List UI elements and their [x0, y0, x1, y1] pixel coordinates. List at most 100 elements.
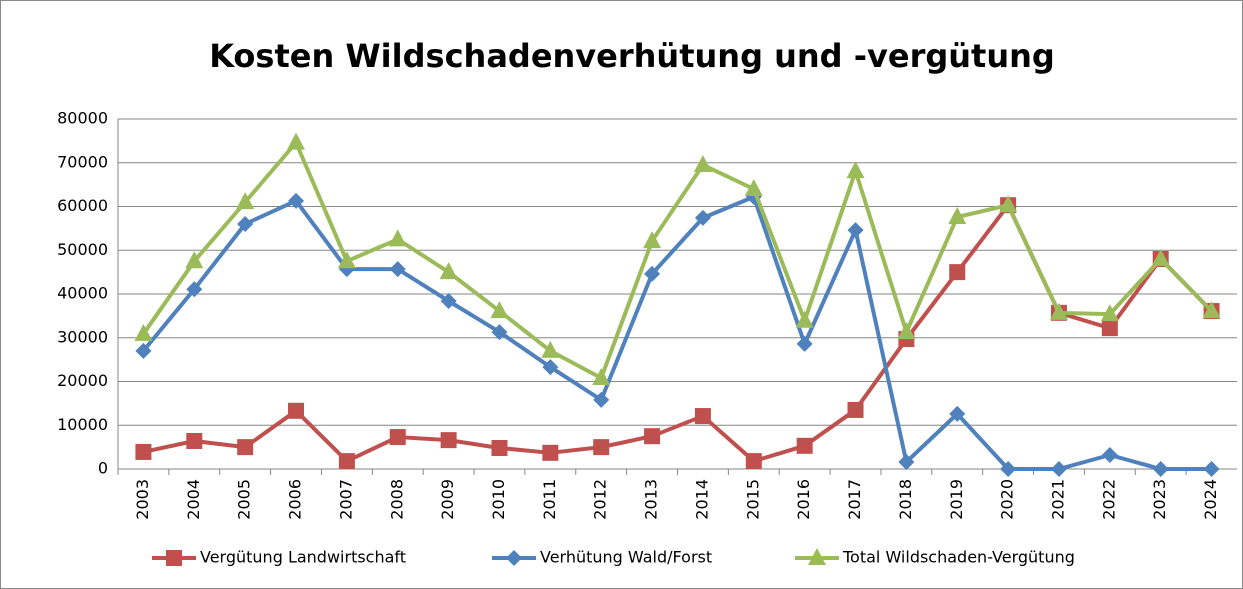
y-tick-label: 50000 — [57, 240, 108, 259]
x-tick-label: 2015 — [743, 479, 762, 520]
marker — [337, 251, 356, 269]
marker — [1203, 461, 1220, 477]
marker — [949, 264, 966, 281]
marker — [593, 439, 610, 456]
marker — [389, 261, 406, 278]
marker — [949, 405, 966, 422]
chart-title: Kosten Wildschadenverhütung und -vergütu… — [209, 37, 1055, 75]
y-tick-label: 80000 — [57, 109, 108, 128]
marker — [897, 322, 916, 340]
marker — [186, 433, 203, 449]
marker — [166, 550, 182, 566]
x-tick-label: 2011 — [540, 479, 559, 520]
x-tick-label: 2024 — [1201, 479, 1220, 520]
marker — [796, 437, 813, 454]
marker — [644, 428, 661, 445]
marker — [847, 401, 864, 418]
legend-label: Vergütung Landwirtschaft — [200, 548, 406, 567]
marker — [693, 154, 712, 172]
marker — [846, 161, 865, 179]
marker — [541, 340, 560, 358]
x-tick-label: 2010 — [489, 479, 508, 520]
marker — [644, 265, 661, 282]
y-tick-label: 30000 — [57, 327, 108, 346]
marker — [694, 209, 711, 226]
marker — [491, 440, 508, 456]
marker — [1151, 249, 1170, 266]
x-tick-label: 2005 — [235, 479, 254, 520]
marker — [506, 550, 522, 566]
marker — [236, 192, 255, 210]
y-tick-label: 60000 — [57, 196, 108, 215]
legend-label: Total Wildschaden-Vergütung — [842, 548, 1075, 567]
x-tick-label: 2008 — [387, 479, 406, 520]
marker — [745, 453, 762, 470]
x-tick-label: 2009 — [438, 479, 457, 520]
series-line — [141, 140, 1213, 380]
marker — [440, 293, 457, 309]
marker — [389, 429, 406, 446]
x-tick-label: 2003 — [133, 479, 152, 520]
marker — [185, 251, 204, 269]
y-tick-label: 0 — [98, 459, 108, 478]
marker — [795, 310, 814, 328]
y-tick-label: 40000 — [57, 284, 108, 303]
marker — [1202, 301, 1221, 319]
x-tick-label: 2012 — [591, 479, 610, 520]
x-tick-label: 2014 — [692, 479, 711, 520]
marker — [388, 229, 407, 247]
marker — [1101, 447, 1118, 463]
x-tick-label: 2013 — [642, 479, 661, 520]
marker — [643, 231, 662, 249]
marker — [1000, 461, 1017, 477]
marker — [288, 192, 305, 209]
x-tick-label: 2006 — [286, 479, 305, 520]
x-tick-label: 2022 — [1099, 479, 1118, 520]
marker — [134, 323, 153, 341]
marker — [338, 453, 355, 470]
marker — [135, 443, 152, 460]
legend-label: Verhütung Wald/Forst — [540, 548, 712, 567]
x-tick-label: 2004 — [184, 479, 203, 520]
marker — [542, 359, 559, 376]
marker — [542, 444, 559, 461]
series-line — [141, 194, 1212, 471]
marker — [694, 408, 711, 425]
marker — [808, 548, 826, 565]
marker — [491, 324, 508, 341]
marker — [999, 195, 1018, 213]
x-tick-label: 2020 — [998, 479, 1017, 520]
marker — [1050, 461, 1067, 477]
marker — [237, 439, 254, 456]
y-tick-label: 20000 — [57, 371, 108, 390]
marker — [744, 179, 763, 196]
marker — [1101, 320, 1118, 337]
x-tick-label: 2021 — [1048, 479, 1067, 520]
marker — [135, 342, 152, 359]
x-tick-label: 2016 — [794, 479, 813, 520]
marker — [592, 368, 611, 385]
marker — [898, 454, 915, 470]
marker — [1049, 302, 1068, 320]
marker — [186, 281, 203, 298]
x-tick-label: 2007 — [336, 479, 355, 520]
x-tick-label: 2018 — [896, 479, 915, 520]
x-tick-label: 2023 — [1150, 479, 1169, 520]
marker — [1100, 304, 1119, 322]
marker — [796, 335, 813, 352]
x-tick-label: 2017 — [845, 479, 864, 520]
marker — [287, 132, 306, 150]
marker — [237, 216, 254, 232]
marker — [948, 207, 967, 224]
y-tick-label: 70000 — [57, 152, 108, 171]
marker — [439, 262, 458, 280]
marker — [288, 402, 305, 419]
x-tick-label: 2019 — [947, 479, 966, 520]
marker — [440, 432, 457, 449]
marker — [593, 391, 610, 408]
marker — [1152, 461, 1169, 477]
marker — [490, 301, 509, 319]
y-tick-label: 10000 — [57, 415, 108, 434]
marker — [847, 222, 864, 239]
